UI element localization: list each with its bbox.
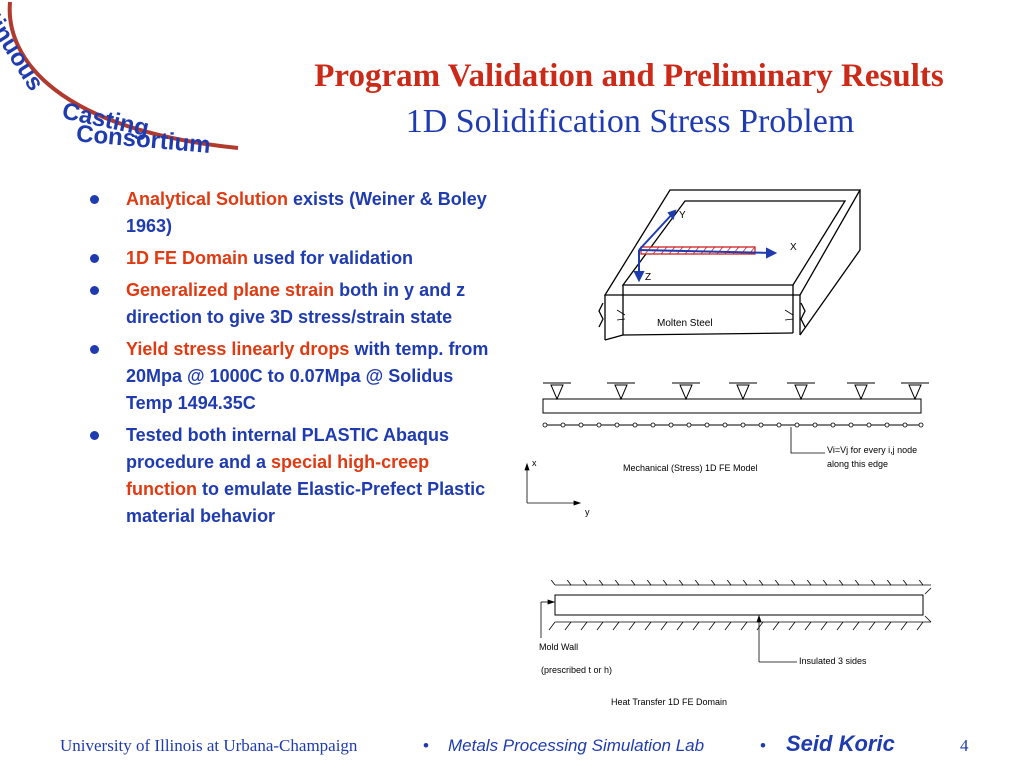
axis-y-label: Y [679, 210, 686, 221]
consortium-logo: Continuous Casting Consortium [0, 0, 239, 159]
footer-lab: Metals Processing Simulation Lab [448, 736, 705, 755]
bullet-item: Generalized plane strain both in y and z… [90, 277, 500, 331]
mold-wall-label: Mold Wall [539, 642, 578, 652]
bullet-highlight: Generalized plane strain [126, 280, 335, 300]
bullet-dot-icon [90, 286, 99, 295]
bullet-dot-icon [90, 254, 99, 263]
mech-note-line1: Vi=Vj for every i,j node [827, 445, 917, 455]
axis-z-label: Z [645, 272, 651, 283]
prescribed-label: (prescribed t or h) [541, 665, 612, 675]
bullet-dot-icon [90, 195, 99, 204]
mech-model-caption: Mechanical (Stress) 1D FE Model [623, 463, 758, 473]
mechanical-fe-diagram: Vi=Vj for every i,j node along this edge… [524, 382, 929, 517]
bullet-dot-icon [90, 431, 99, 440]
bullet-text: exists (Weiner & Boley 1963) [126, 189, 487, 236]
heat-transfer-diagram: Mold Wall (prescribed t or h) Insulated … [539, 580, 932, 707]
footer: University of Illinois at Urbana-Champai… [0, 731, 1024, 762]
logo-text-consortium: Consortium [75, 120, 212, 159]
heat-transfer-caption: Heat Transfer 1D FE Domain [611, 697, 727, 707]
bullet-item: Tested both internal PLASTIC Abaqus proc… [90, 422, 500, 530]
bullet-text: Tested both internal PLASTIC Abaqus proc… [126, 425, 450, 472]
bullet-highlight: 1D FE Domain [126, 248, 249, 268]
coord-x-label: x [532, 458, 537, 468]
footer-separator: • [760, 736, 766, 755]
mold-diagram: Y X Z Molten Steel [598, 189, 862, 341]
bullet-highlight: special high-creep function [126, 452, 430, 499]
bullet-item: Yield stress linearly drops with temp. f… [90, 336, 500, 417]
bullet-highlight: Yield stress linearly drops [126, 339, 350, 359]
bullet-dot-icon [90, 345, 99, 354]
bullet-text: to emulate Elastic-Prefect Plastic mater… [126, 479, 486, 526]
slide-title: Program Validation and Preliminary Resul… [314, 58, 944, 94]
slide-subtitle: 1D Solidification Stress Problem [405, 103, 855, 140]
logo-text-continuous: Continuous [0, 0, 49, 96]
insulated-label: Insulated 3 sides [799, 656, 867, 666]
logo-arc [7, 1, 239, 150]
bullet-item: 1D FE Domain used for validation [90, 245, 500, 272]
bullet-text: both in y and z direction to give 3D str… [126, 280, 466, 327]
footer-author: Seid Koric [786, 731, 895, 756]
bullet-item: Analytical Solution exists (Weiner & Bol… [90, 186, 500, 240]
bullet-text: used for validation [248, 248, 414, 268]
coord-y-label: y [585, 507, 590, 517]
footer-university: University of Illinois at Urbana-Champai… [60, 736, 358, 755]
footer-separator: • [423, 736, 429, 755]
mech-note-line2: along this edge [827, 459, 888, 469]
bullet-text: with temp. from 20Mpa @ 1000C to 0.07Mpa… [126, 339, 489, 413]
molten-steel-label: Molten Steel [657, 318, 713, 329]
bullet-list: Analytical Solution exists (Weiner & Bol… [90, 186, 500, 535]
axis-x-label: X [790, 242, 797, 253]
footer-page-number: 4 [960, 736, 969, 755]
bullet-highlight: Analytical Solution [126, 189, 289, 209]
